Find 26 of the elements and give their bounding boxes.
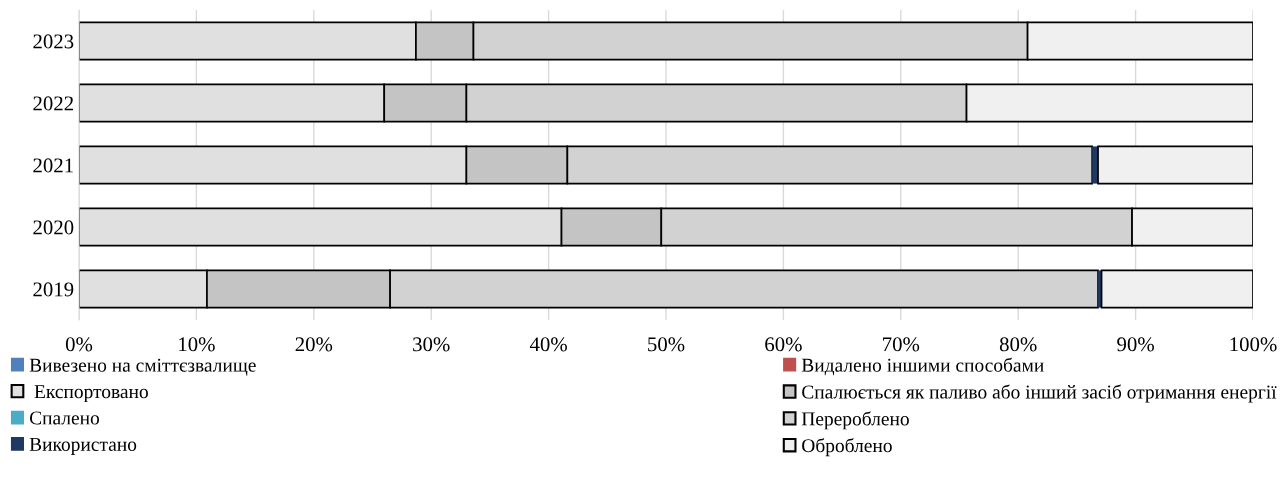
bar (1097, 145, 1253, 185)
x-tick-label: 80% (999, 337, 1037, 352)
x-tick-label: 40% (529, 337, 567, 352)
legend-label: Експортовано (34, 385, 148, 403)
x-tick-label: 100% (1230, 337, 1277, 352)
y-tick-label: 2021 (33, 158, 73, 173)
y-tick-label: 2019 (33, 282, 74, 297)
legend-label: Спалюється як паливо або інший засіб отримання енергії (802, 384, 1277, 403)
x-tick-label: 50% (648, 337, 685, 352)
legend-label: Видалено іншими способами (801, 357, 1044, 376)
x-tick-label: 20% (295, 337, 333, 352)
legend-label: Використано (29, 438, 137, 455)
legend-label: Вивезено на сміттєзвалище (29, 358, 256, 376)
x-tick-label: 70% (883, 337, 920, 352)
y-tick-label: 2022 (33, 96, 73, 111)
legend-label: Перероблено (801, 411, 909, 430)
y-tick-label: 2020 (33, 220, 74, 235)
x-tick-label: 90% (1117, 337, 1154, 352)
bar (1100, 269, 1253, 309)
x-tick-label: 0% (65, 337, 93, 352)
legend-label: Спалено (29, 411, 100, 425)
x-tick-label: 10% (179, 337, 215, 352)
x-tick-label: 30% (413, 337, 450, 352)
y-tick-label: 2023 (33, 34, 74, 49)
legend-label: Оброблено (802, 438, 892, 457)
x-tick-label: 60% (765, 337, 802, 352)
